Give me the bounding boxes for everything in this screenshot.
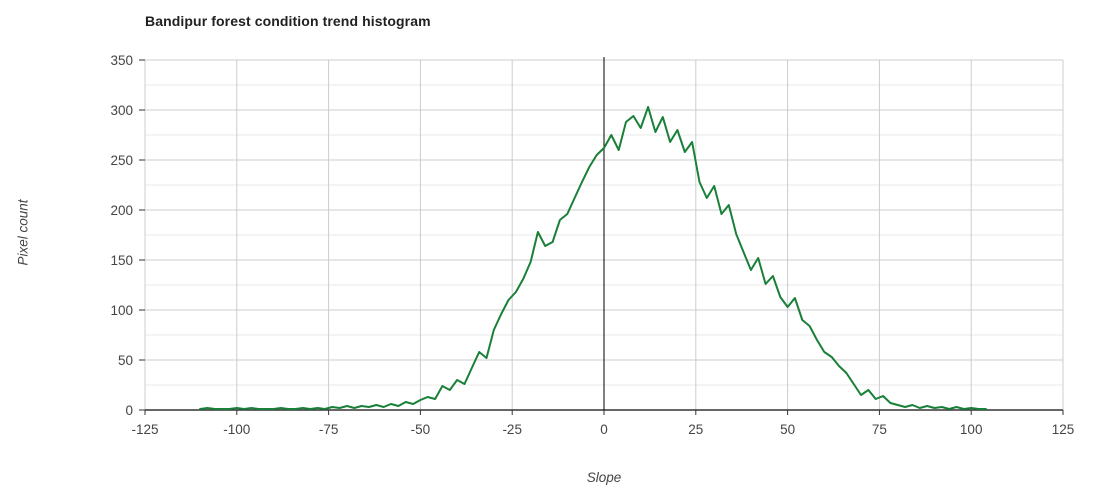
x-tick-label: 100: [960, 422, 983, 437]
histogram-trend-line: [199, 106, 987, 410]
y-tick-label: 100: [110, 303, 133, 318]
x-tick-label: 0: [600, 422, 608, 437]
x-tick-label: 50: [780, 422, 795, 437]
x-tick-labels: -125 -100 -75 -50 -25 0 25 50 75 100 125: [131, 422, 1074, 437]
x-tick-label: -100: [223, 422, 250, 437]
x-tick-label: -125: [131, 422, 158, 437]
y-tick-label: 50: [118, 353, 133, 368]
y-tick-label: 200: [110, 203, 133, 218]
x-tick-label: 125: [1052, 422, 1075, 437]
y-tick-label: 0: [125, 403, 133, 418]
y-tick-label: 300: [110, 103, 133, 118]
x-tick-label: -50: [411, 422, 431, 437]
x-tick-label: -75: [319, 422, 339, 437]
x-tick-label: -25: [502, 422, 522, 437]
y-tick-label: 350: [110, 53, 133, 68]
x-axis-title: Slope: [586, 470, 622, 485]
y-tick-labels: 0 50 100 150 200 250 300 350: [110, 53, 133, 418]
tick-marks: [139, 59, 1064, 415]
y-tick-label: 250: [110, 153, 133, 168]
y-tick-label: 150: [110, 253, 133, 268]
x-tick-label: 75: [872, 422, 887, 437]
chart-title: Bandipur forest condition trend histogra…: [145, 13, 431, 29]
x-tick-label: 25: [688, 422, 703, 437]
